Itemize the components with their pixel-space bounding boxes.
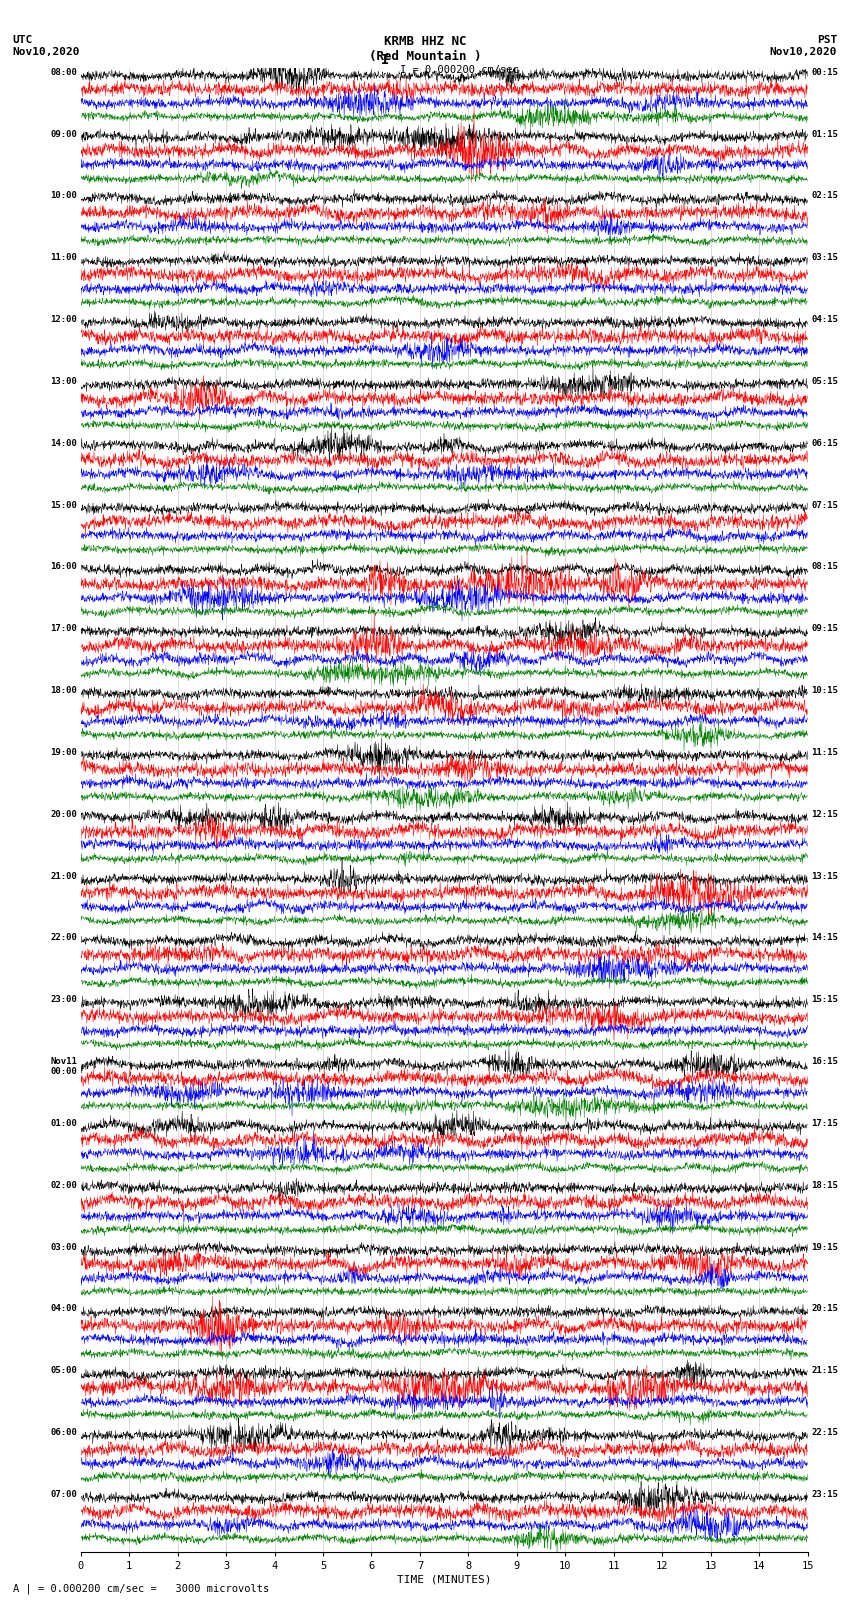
Text: 03:00: 03:00 [50,1242,77,1252]
Text: 14:15: 14:15 [811,934,838,942]
Text: 01:00: 01:00 [50,1119,77,1127]
Text: 11:15: 11:15 [811,748,838,756]
Text: 20:00: 20:00 [50,810,77,819]
Text: 18:00: 18:00 [50,686,77,695]
Text: 01:15: 01:15 [811,129,838,139]
Text: 05:15: 05:15 [811,377,838,386]
Text: 13:00: 13:00 [50,377,77,386]
Text: 11:00: 11:00 [50,253,77,263]
Text: 02:15: 02:15 [811,192,838,200]
Text: 21:15: 21:15 [811,1366,838,1376]
Text: 12:00: 12:00 [50,315,77,324]
Text: I: I [381,53,389,68]
Text: 19:15: 19:15 [811,1242,838,1252]
Text: 04:00: 04:00 [50,1305,77,1313]
Text: 07:15: 07:15 [811,500,838,510]
Text: Nov11
00:00: Nov11 00:00 [50,1057,77,1076]
Text: 23:15: 23:15 [811,1490,838,1498]
Text: 05:00: 05:00 [50,1366,77,1376]
Text: KRMB HHZ NC
(Red Mountain ): KRMB HHZ NC (Red Mountain ) [369,35,481,63]
Text: 07:00: 07:00 [50,1490,77,1498]
Text: 09:00: 09:00 [50,129,77,139]
Text: UTC
Nov10,2020: UTC Nov10,2020 [13,35,80,56]
Text: I = 0.000200 cm/sec: I = 0.000200 cm/sec [400,65,518,74]
Text: 17:00: 17:00 [50,624,77,634]
Text: 22:15: 22:15 [811,1428,838,1437]
Text: 23:00: 23:00 [50,995,77,1005]
Text: 03:15: 03:15 [811,253,838,263]
Text: 08:15: 08:15 [811,563,838,571]
Text: 06:00: 06:00 [50,1428,77,1437]
Text: 16:15: 16:15 [811,1057,838,1066]
X-axis label: TIME (MINUTES): TIME (MINUTES) [397,1574,491,1586]
Text: 15:00: 15:00 [50,500,77,510]
Text: PST
Nov10,2020: PST Nov10,2020 [770,35,837,56]
Text: 09:15: 09:15 [811,624,838,634]
Text: 18:15: 18:15 [811,1181,838,1190]
Text: 19:00: 19:00 [50,748,77,756]
Text: 15:15: 15:15 [811,995,838,1005]
Text: 17:15: 17:15 [811,1119,838,1127]
Text: A | = 0.000200 cm/sec =   3000 microvolts: A | = 0.000200 cm/sec = 3000 microvolts [13,1582,269,1594]
Text: 10:15: 10:15 [811,686,838,695]
Text: 06:15: 06:15 [811,439,838,448]
Text: 12:15: 12:15 [811,810,838,819]
Text: 02:00: 02:00 [50,1181,77,1190]
Text: 21:00: 21:00 [50,871,77,881]
Text: 00:15: 00:15 [811,68,838,77]
Text: 20:15: 20:15 [811,1305,838,1313]
Text: 13:15: 13:15 [811,871,838,881]
Text: 22:00: 22:00 [50,934,77,942]
Text: 08:00: 08:00 [50,68,77,77]
Text: 16:00: 16:00 [50,563,77,571]
Text: 04:15: 04:15 [811,315,838,324]
Text: 10:00: 10:00 [50,192,77,200]
Text: 14:00: 14:00 [50,439,77,448]
